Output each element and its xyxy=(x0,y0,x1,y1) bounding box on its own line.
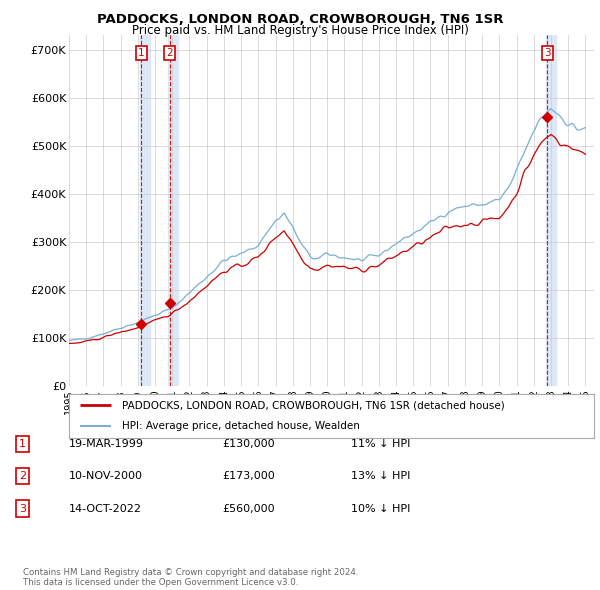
Text: £130,000: £130,000 xyxy=(222,439,275,448)
Text: 3: 3 xyxy=(19,504,26,513)
Bar xyxy=(169,35,178,386)
Text: 14-OCT-2022: 14-OCT-2022 xyxy=(69,504,142,513)
Text: 19-MAR-1999: 19-MAR-1999 xyxy=(69,439,144,448)
Text: HPI: Average price, detached house, Wealden: HPI: Average price, detached house, Weal… xyxy=(121,421,359,431)
Text: £560,000: £560,000 xyxy=(222,504,275,513)
Text: 10-NOV-2000: 10-NOV-2000 xyxy=(69,471,143,481)
Text: 3: 3 xyxy=(544,48,551,58)
Text: 2: 2 xyxy=(19,471,26,481)
Bar xyxy=(140,35,150,386)
Text: 1: 1 xyxy=(19,439,26,448)
Text: Price paid vs. HM Land Registry's House Price Index (HPI): Price paid vs. HM Land Registry's House … xyxy=(131,24,469,37)
Text: 10% ↓ HPI: 10% ↓ HPI xyxy=(351,504,410,513)
Text: PADDOCKS, LONDON ROAD, CROWBOROUGH, TN6 1SR: PADDOCKS, LONDON ROAD, CROWBOROUGH, TN6 … xyxy=(97,13,503,26)
Text: 13% ↓ HPI: 13% ↓ HPI xyxy=(351,471,410,481)
Text: 11% ↓ HPI: 11% ↓ HPI xyxy=(351,439,410,448)
Bar xyxy=(546,35,556,386)
Text: Contains HM Land Registry data © Crown copyright and database right 2024.
This d: Contains HM Land Registry data © Crown c… xyxy=(23,568,358,587)
Text: £173,000: £173,000 xyxy=(222,471,275,481)
Text: 1: 1 xyxy=(138,48,145,58)
Text: PADDOCKS, LONDON ROAD, CROWBOROUGH, TN6 1SR (detached house): PADDOCKS, LONDON ROAD, CROWBOROUGH, TN6 … xyxy=(121,401,504,411)
Text: 2: 2 xyxy=(167,48,173,58)
